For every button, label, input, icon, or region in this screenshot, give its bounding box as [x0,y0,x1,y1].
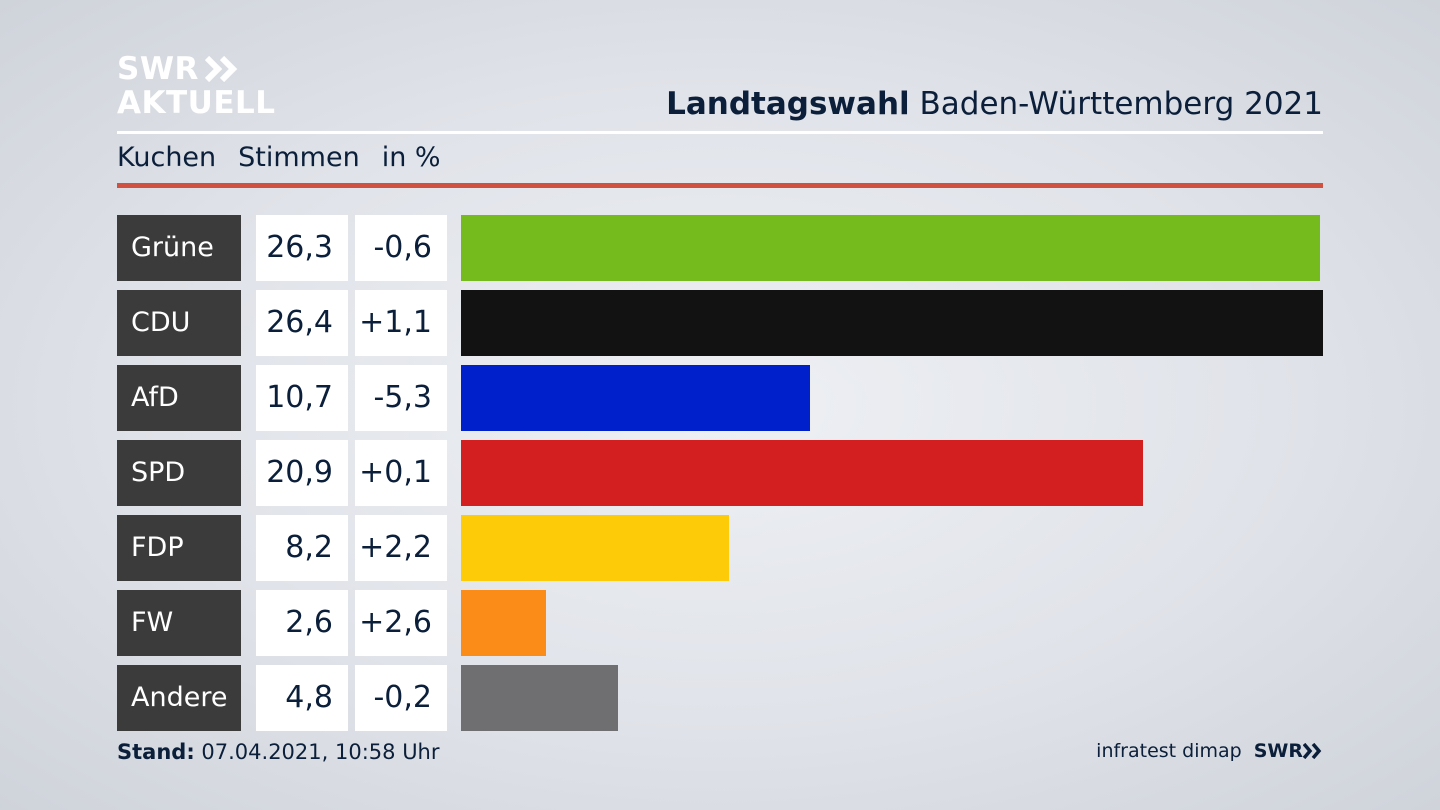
vote-share-value: 26,3 [256,215,348,281]
vote-share-value: 26,4 [256,290,348,356]
subheader: Kuchen Stimmen in % [117,142,441,173]
double-chevron-icon [1303,743,1322,759]
party-label: Andere [117,665,241,731]
party-label: FDP [117,515,241,581]
title-rest: Baden-Württemberg 2021 [919,86,1323,122]
subheader-col-2: Stimmen [238,142,360,173]
vote-share-value: 10,7 [256,365,348,431]
vote-share-value: 8,2 [256,515,348,581]
source-credit: infratest dimap SWR [1096,740,1323,762]
vote-share-value: 20,9 [256,440,348,506]
party-label: Grüne [117,215,241,281]
header-divider [117,131,1323,134]
party-label: FW [117,590,241,656]
change-value: +2,6 [355,590,447,656]
party-label: SPD [117,440,241,506]
change-value: +1,1 [355,290,447,356]
timestamp: Stand: 07.04.2021, 10:58 Uhr [117,740,440,764]
swr-aktuell-logo: SWR AKTUELL [117,52,276,120]
bar-andere [461,665,618,731]
party-label: CDU [117,290,241,356]
accent-divider [117,183,1323,188]
stand-label: Stand: [117,740,195,764]
bar-spd [461,440,1143,506]
subheader-col-1: Kuchen [117,142,217,173]
bar-gr-ne [461,215,1320,281]
bar-fdp [461,515,729,581]
party-label: AfD [117,365,241,431]
logo-line-2: AKTUELL [117,85,276,121]
subheader-col-3: in % [381,142,441,173]
vote-share-value: 2,6 [256,590,348,656]
change-value: -0,2 [355,665,447,731]
change-value: +0,1 [355,440,447,506]
bar-cdu [461,290,1323,356]
stand-value: 07.04.2021, 10:58 Uhr [201,740,440,764]
bar-afd [461,365,810,431]
footer-swr-logo: SWR [1254,740,1323,762]
bar-fw [461,590,546,656]
vote-share-value: 4,8 [256,665,348,731]
page-title: Landtagswahl Baden-Württemberg 2021 [666,86,1323,122]
logo-line-1: SWR [117,51,199,87]
title-bold: Landtagswahl [666,86,910,122]
change-value: -0,6 [355,215,447,281]
change-value: -5,3 [355,365,447,431]
footer-brand: SWR [1253,740,1303,762]
source-label: infratest dimap [1096,740,1242,762]
double-chevron-icon [204,56,238,82]
change-value: +2,2 [355,515,447,581]
